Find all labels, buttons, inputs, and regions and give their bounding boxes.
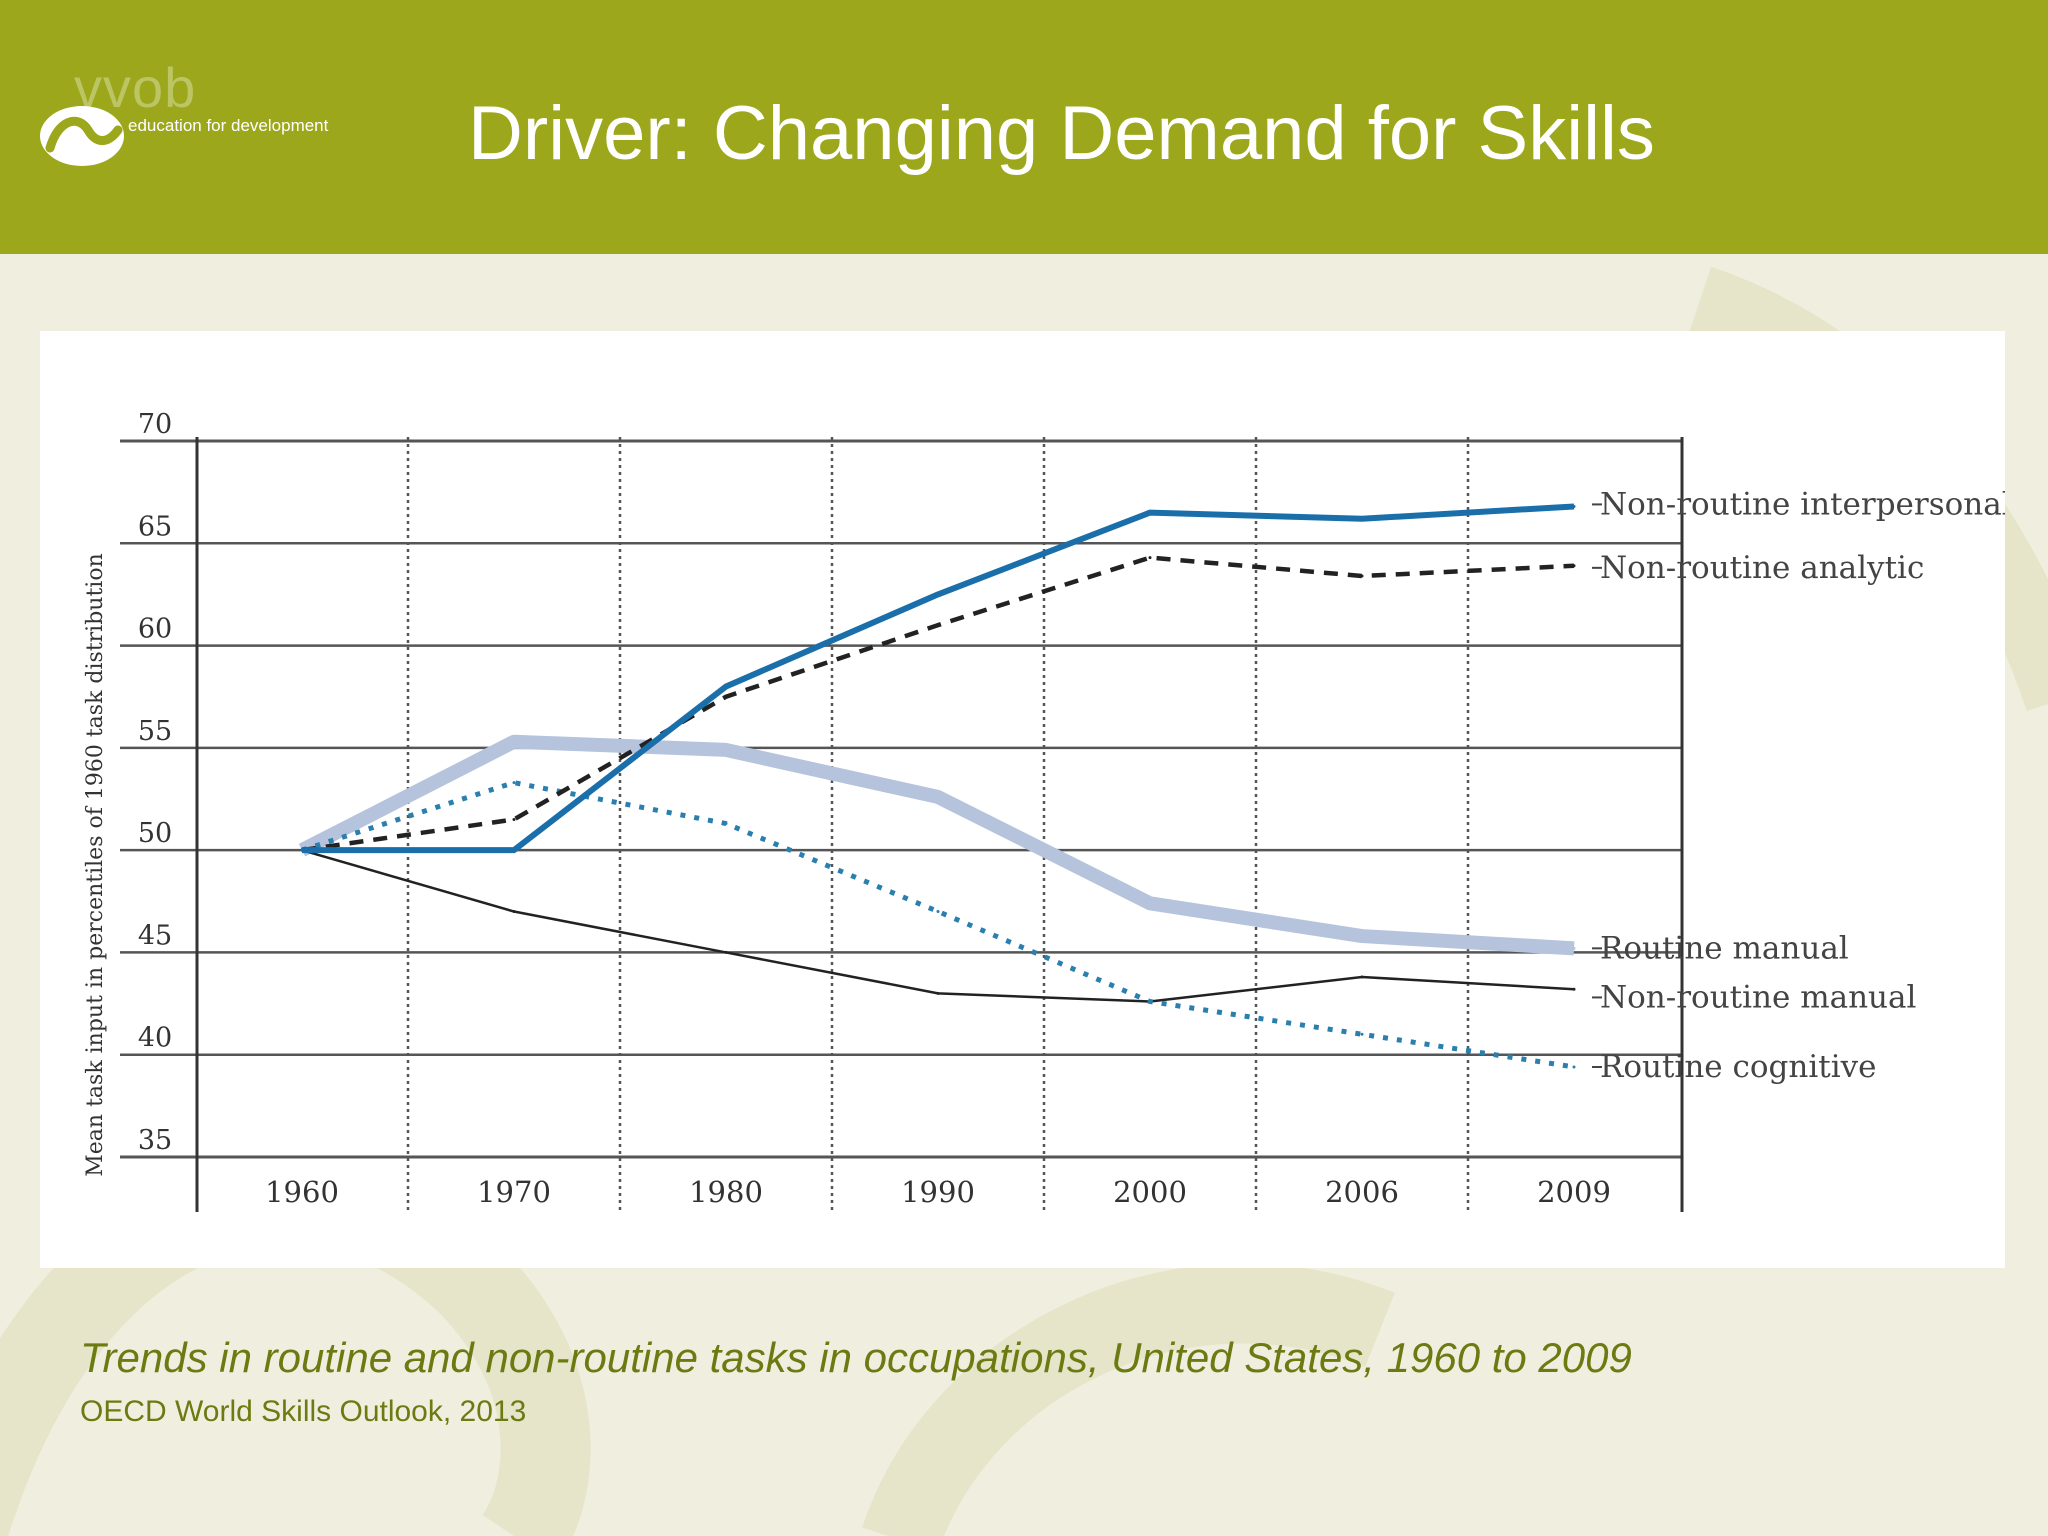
point-routine-cognitive-1990 bbox=[936, 910, 940, 914]
x-tick-label-2009: 2009 bbox=[1537, 1175, 1611, 1209]
y-tick-label-55: 55 bbox=[138, 716, 172, 747]
grid-layer bbox=[120, 437, 1682, 1212]
y-tick-label-40: 40 bbox=[138, 1023, 172, 1054]
point-non-routine-interpersonal-1990 bbox=[936, 592, 940, 596]
x-tick-label-1980: 1980 bbox=[689, 1175, 763, 1209]
point-non-routine-interpersonal-2006 bbox=[1360, 517, 1364, 521]
point-non-routine-interpersonal-1970 bbox=[512, 848, 516, 852]
series-layer bbox=[298, 503, 1576, 1070]
point-routine-cognitive-2006 bbox=[1360, 1032, 1364, 1036]
point-routine-cognitive-1970 bbox=[512, 781, 516, 785]
point-non-routine-manual-2006 bbox=[1360, 975, 1364, 979]
point-non-routine-manual-1990 bbox=[936, 991, 940, 995]
y-tick-label-35: 35 bbox=[138, 1125, 172, 1156]
y-tick-label-70: 70 bbox=[138, 409, 172, 440]
legend-label-non-routine-manual: Non-routine manual bbox=[1600, 979, 1916, 1015]
page-title: Driver: Changing Demand for Skills bbox=[468, 91, 1655, 176]
x-tick-label-2006: 2006 bbox=[1325, 1175, 1399, 1209]
series-line-routine-manual bbox=[298, 734, 1575, 956]
x-tick-label-1970: 1970 bbox=[477, 1175, 551, 1209]
point-routine-manual-1990 bbox=[936, 795, 940, 799]
label-layer: 35 40 45 50 55 60 65 70 1960 1970 1980 1990 2000 2006… bbox=[138, 409, 2005, 1209]
y-tick-label-60: 60 bbox=[138, 614, 172, 645]
point-non-routine-analytic-1970 bbox=[512, 817, 516, 821]
point-non-routine-analytic-1980 bbox=[724, 695, 728, 699]
point-non-routine-interpersonal-2009 bbox=[1572, 504, 1576, 508]
legend-label-routine-manual: Routine manual bbox=[1600, 930, 1849, 966]
legend-label-non-routine-interpersonal: Non-routine interpersonal bbox=[1600, 486, 2005, 522]
legend-label-non-routine-analytic: Non-routine analytic bbox=[1600, 550, 1924, 586]
point-routine-cognitive-1980 bbox=[724, 822, 728, 826]
y-axis-label: Mean task input in percentiles of 1960 t… bbox=[83, 553, 108, 1177]
point-routine-cognitive-2009 bbox=[1572, 1065, 1576, 1069]
y-tick-label-65: 65 bbox=[138, 511, 172, 542]
x-tick-label-1960: 1960 bbox=[265, 1175, 339, 1209]
chart-source: OECD World Skills Outlook, 2013 bbox=[80, 1395, 527, 1428]
series-line-routine-cognitive bbox=[301, 780, 1575, 1070]
point-non-routine-analytic-2009 bbox=[1572, 564, 1576, 568]
legend-label-routine-cognitive: Routine cognitive bbox=[1600, 1049, 1877, 1085]
logo-mark-icon bbox=[40, 106, 124, 166]
series-line-non-routine-analytic bbox=[301, 555, 1575, 853]
point-routine-manual-2000 bbox=[1148, 901, 1152, 905]
point-non-routine-interpersonal-1980 bbox=[724, 684, 728, 688]
x-tick-label-1990: 1990 bbox=[901, 1175, 975, 1209]
logo-word: vvob bbox=[74, 56, 197, 119]
logo-tagline: education for development bbox=[128, 116, 329, 135]
point-non-routine-manual-1970 bbox=[512, 910, 516, 914]
point-routine-cognitive-2000 bbox=[1148, 1000, 1152, 1004]
series-line-non-routine-manual bbox=[301, 848, 1575, 1003]
point-routine-manual-1980 bbox=[724, 748, 728, 752]
point-non-routine-analytic-2006 bbox=[1360, 574, 1364, 578]
point-non-routine-manual-1980 bbox=[724, 950, 728, 954]
point-non-routine-manual-2009 bbox=[1572, 987, 1576, 991]
point-routine-manual-2009 bbox=[1572, 946, 1576, 950]
x-tick-label-2000: 2000 bbox=[1113, 1175, 1187, 1209]
point-non-routine-interpersonal-2000 bbox=[1148, 511, 1152, 515]
header-bar: vvob education for development Driver: C… bbox=[0, 0, 2048, 254]
chart-panel: 35 40 45 50 55 60 65 70 1960 1970 1980 1990 2000 2006… bbox=[40, 331, 2005, 1268]
y-tick-label-45: 45 bbox=[138, 920, 172, 951]
point-non-routine-analytic-2000 bbox=[1148, 556, 1152, 560]
point-non-routine-interpersonal-1960 bbox=[300, 848, 304, 852]
vvob-logo: vvob education for development bbox=[36, 60, 356, 174]
chart-caption: Trends in routine and non-routine tasks … bbox=[80, 1334, 1632, 1381]
y-tick-label-50: 50 bbox=[138, 818, 172, 849]
line-chart: 35 40 45 50 55 60 65 70 1960 1970 1980 1990 2000 2006… bbox=[83, 409, 2005, 1212]
axis-layer bbox=[195, 437, 1684, 1212]
point-routine-manual-2006 bbox=[1360, 934, 1364, 938]
point-routine-manual-1970 bbox=[512, 740, 516, 744]
point-non-routine-analytic-1990 bbox=[936, 623, 940, 627]
